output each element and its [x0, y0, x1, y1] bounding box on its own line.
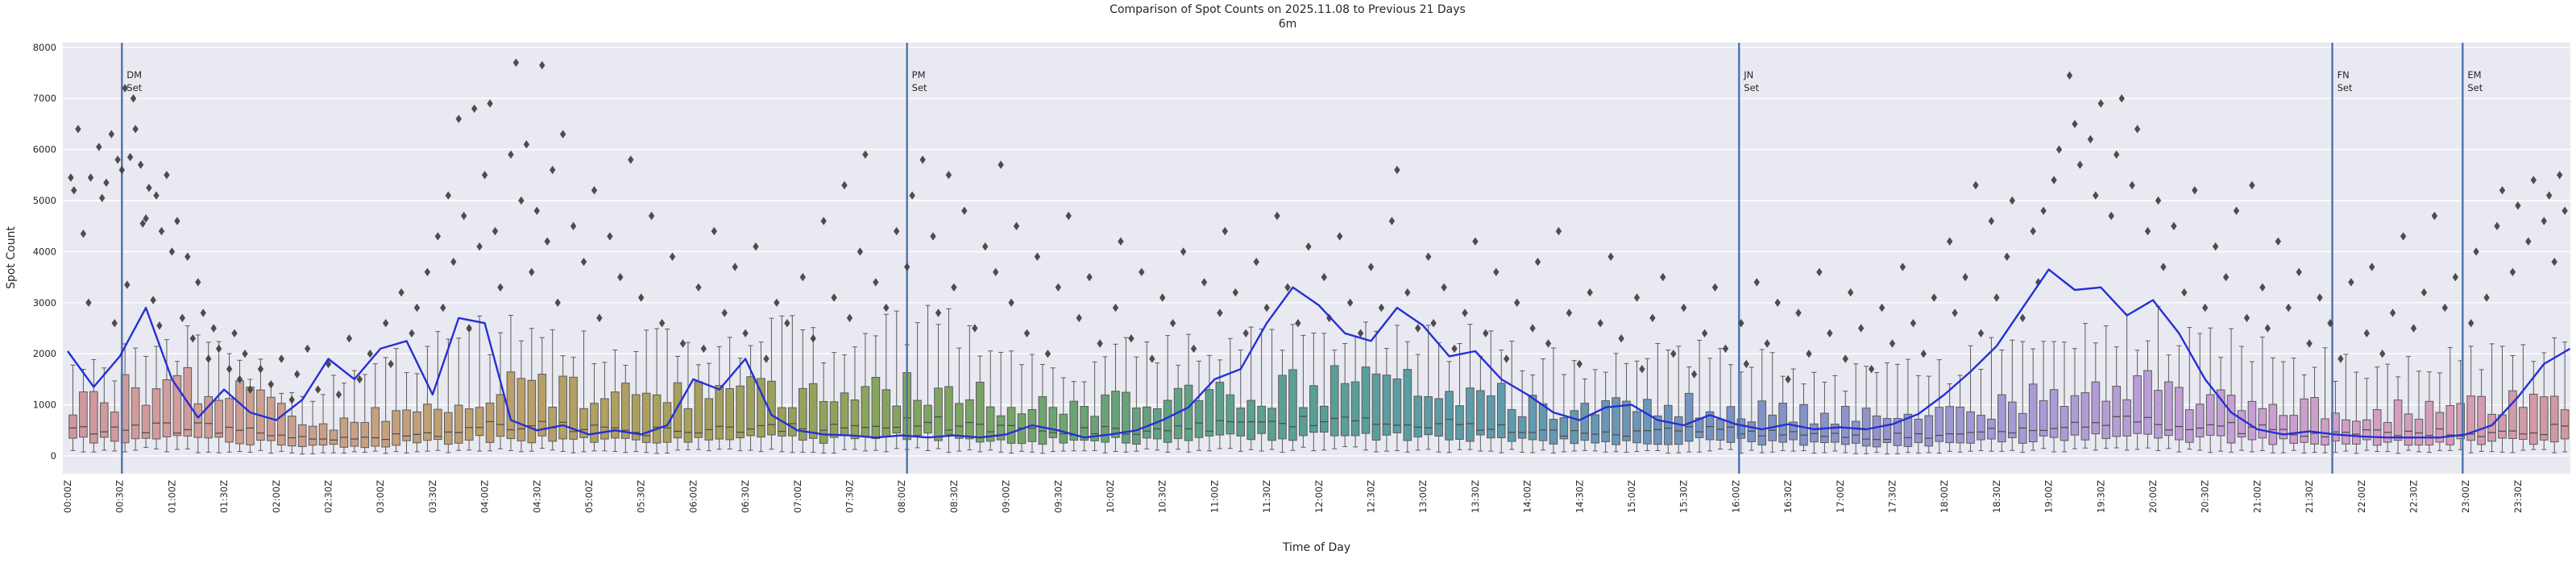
sunset-label-word: Set: [2337, 82, 2353, 93]
x-tick-label: 12:30Z: [1366, 480, 1377, 513]
y-tick-label: 8000: [33, 42, 56, 53]
x-tick-label: 09:00Z: [1001, 480, 1012, 513]
x-tick-label: 20:30Z: [2200, 480, 2211, 513]
sunset-label-station: DM: [127, 69, 142, 81]
x-tick-label: 22:30Z: [2408, 480, 2420, 513]
sunset-label-word: Set: [912, 82, 927, 93]
x-tick-label: 00:30Z: [114, 480, 126, 513]
x-tick-label: 21:30Z: [2304, 480, 2315, 513]
x-tick-label: 03:30Z: [427, 480, 438, 513]
x-tick-label: 16:30Z: [1782, 480, 1794, 513]
x-tick-label: 16:00Z: [1730, 480, 1741, 513]
x-tick-label: 10:30Z: [1157, 480, 1168, 513]
sunset-label-word: Set: [2467, 82, 2483, 93]
x-tick-label: 00:00Z: [62, 480, 73, 513]
x-tick-label: 07:30Z: [844, 480, 856, 513]
x-tick-label: 04:00Z: [479, 480, 491, 513]
x-tick-labels: 00:00Z 00:30Z 01:00Z 01:30Z 02:00Z 02:30Z 03:0…: [62, 480, 2524, 513]
sunset-label-word: Set: [127, 82, 142, 93]
x-tick-label: 10:00Z: [1105, 480, 1116, 513]
x-tick-label: 20:00Z: [2147, 480, 2159, 513]
sunset-label-station: PM: [912, 69, 926, 81]
chart-subtitle: 6m: [1279, 18, 1297, 31]
x-tick-label: 08:30Z: [948, 480, 960, 513]
x-tick-label: 08:00Z: [896, 480, 907, 513]
x-tick-label: 17:00Z: [1835, 480, 1846, 513]
x-tick-label: 18:30Z: [1991, 480, 2002, 513]
x-tick-label: 18:00Z: [1939, 480, 1950, 513]
x-tick-label: 14:30Z: [1574, 480, 1585, 513]
x-tick-label: 05:00Z: [583, 480, 595, 513]
x-tick-label: 12:00Z: [1313, 480, 1325, 513]
boxplot-layer: [68, 304, 2570, 455]
y-tick-label: 7000: [33, 93, 56, 104]
x-tick-label: 03:00Z: [375, 480, 386, 513]
x-tick-label: 14:00Z: [1522, 480, 1533, 513]
x-tick-label: 02:00Z: [271, 480, 282, 513]
y-tick-labels: 0 1000 2000 3000 4000 5000 6000 7000 8000: [33, 42, 56, 462]
x-tick-label: 07:00Z: [792, 480, 803, 513]
chart-title: Comparison of Spot Counts on 2025.11.08 …: [1110, 3, 1466, 16]
x-tick-label: 19:00Z: [2043, 480, 2055, 513]
y-tick-label: 2000: [33, 348, 56, 359]
y-tick-label: 3000: [33, 297, 56, 308]
today-spot-count-line: [67, 268, 2570, 439]
x-tick-label: 21:00Z: [2251, 480, 2263, 513]
y-tick-label: 4000: [33, 246, 56, 257]
y-axis-label: Spot Count: [5, 226, 18, 289]
x-tick-label: 04:30Z: [531, 480, 542, 513]
x-tick-label: 15:00Z: [1626, 480, 1637, 513]
sunset-label-station: JN: [1743, 69, 1753, 81]
sunset-label-word: Set: [1744, 82, 1759, 93]
x-tick-label: 19:30Z: [2095, 480, 2106, 513]
x-tick-label: 17:30Z: [1887, 480, 1898, 513]
x-tick-label: 02:30Z: [323, 480, 334, 513]
x-axis-label: Time of Day: [1282, 541, 1350, 554]
y-tick-label: 1000: [33, 399, 56, 411]
x-tick-label: 06:00Z: [687, 480, 699, 513]
x-tick-label: 01:00Z: [166, 480, 177, 513]
x-tick-label: 15:30Z: [1678, 480, 1690, 513]
x-tick-label: 05:30Z: [636, 480, 647, 513]
y-tick-label: 5000: [33, 195, 56, 206]
x-tick-label: 22:00Z: [2356, 480, 2367, 513]
x-tick-label: 11:00Z: [1209, 480, 1220, 513]
sunset-label-station: EM: [2467, 69, 2481, 81]
x-tick-label: 13:30Z: [1470, 480, 1481, 513]
y-tick-label: 0: [51, 450, 56, 462]
x-tick-label: 23:30Z: [2512, 480, 2524, 513]
y-tick-label: 6000: [33, 144, 56, 155]
x-tick-label: 11:30Z: [1261, 480, 1272, 513]
sunset-label-station: FN: [2337, 69, 2350, 81]
x-tick-label: 06:30Z: [740, 480, 751, 513]
today-line-layer: [67, 268, 2570, 439]
x-tick-label: 01:30Z: [218, 480, 230, 513]
x-tick-label: 13:00Z: [1417, 480, 1429, 513]
x-tick-label: 23:00Z: [2460, 480, 2471, 513]
x-tick-label: 09:30Z: [1052, 480, 1064, 513]
